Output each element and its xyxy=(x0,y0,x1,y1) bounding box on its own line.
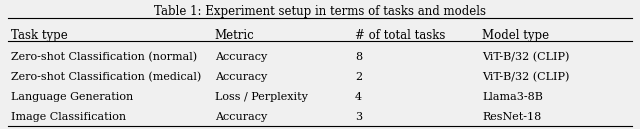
Text: ViT-B/32 (CLIP): ViT-B/32 (CLIP) xyxy=(483,52,570,62)
Text: Zero-shot Classification (medical): Zero-shot Classification (medical) xyxy=(11,72,201,82)
Text: # of total tasks: # of total tasks xyxy=(355,29,445,42)
Text: 3: 3 xyxy=(355,112,362,122)
Text: Task type: Task type xyxy=(11,29,68,42)
Text: Accuracy: Accuracy xyxy=(215,112,267,122)
Text: Llama3-8B: Llama3-8B xyxy=(483,92,543,102)
Text: Loss / Perplexity: Loss / Perplexity xyxy=(215,92,308,102)
Text: 8: 8 xyxy=(355,52,362,62)
Text: ViT-B/32 (CLIP): ViT-B/32 (CLIP) xyxy=(483,72,570,82)
Text: Model type: Model type xyxy=(483,29,550,42)
Text: Zero-shot Classification (normal): Zero-shot Classification (normal) xyxy=(11,52,197,62)
Text: Image Classification: Image Classification xyxy=(11,112,126,122)
Text: 2: 2 xyxy=(355,72,362,82)
Text: Accuracy: Accuracy xyxy=(215,52,267,62)
Text: ResNet-18: ResNet-18 xyxy=(483,112,541,122)
Text: Language Generation: Language Generation xyxy=(11,92,133,102)
Text: Table 1: Experiment setup in terms of tasks and models: Table 1: Experiment setup in terms of ta… xyxy=(154,5,486,18)
Text: Metric: Metric xyxy=(215,29,255,42)
Text: 4: 4 xyxy=(355,92,362,102)
Text: Accuracy: Accuracy xyxy=(215,72,267,82)
